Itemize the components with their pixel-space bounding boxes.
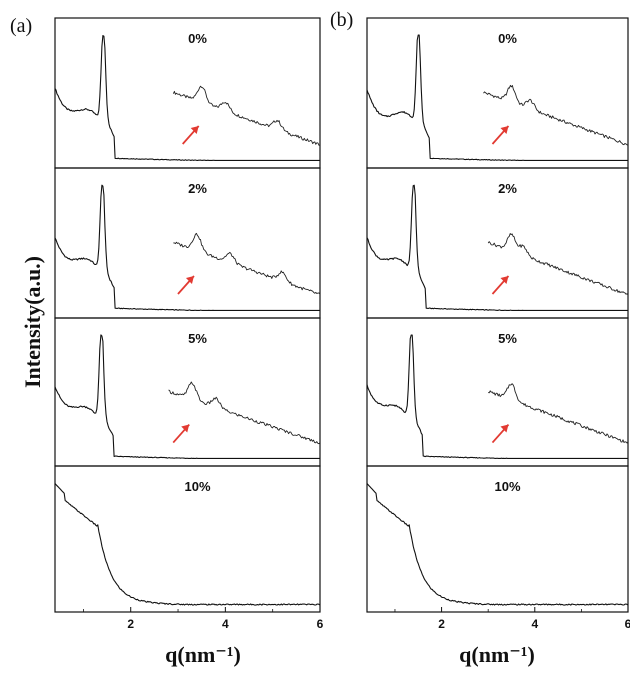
series-a-0: 0% xyxy=(54,17,321,169)
red-arrow-head-icon xyxy=(500,126,509,134)
scattering-curve xyxy=(366,334,628,459)
series-label: 5% xyxy=(188,331,207,346)
series-label: 0% xyxy=(498,31,517,46)
red-arrow-head-icon xyxy=(500,276,509,284)
panel-letter-a: (a) xyxy=(10,15,32,37)
series-a-2: 5% xyxy=(54,317,321,467)
scattering-curve xyxy=(54,35,320,161)
scattering-curve xyxy=(366,483,629,606)
series-b-3: 10% 2 4 6 xyxy=(366,465,630,631)
series-b-2: 5% xyxy=(366,317,629,467)
panel-letter-b: (b) xyxy=(330,9,353,31)
scattering-curve xyxy=(54,483,321,606)
series-label: 10% xyxy=(184,479,210,494)
red-arrow-head-icon xyxy=(185,276,194,284)
series-label: 10% xyxy=(494,479,520,494)
series-label: 2% xyxy=(498,181,517,196)
x-tick-label: 2 xyxy=(127,617,134,631)
scattering-curve xyxy=(366,34,628,161)
zoomed-curve xyxy=(172,85,321,146)
red-arrow-head-icon xyxy=(190,126,199,134)
scattering-curve xyxy=(54,184,320,311)
series-b-0: 0% xyxy=(366,17,629,169)
zoomed-curve xyxy=(168,381,321,445)
panel-frame xyxy=(366,465,629,613)
series-label: 2% xyxy=(188,181,207,196)
x-tick-label: 6 xyxy=(317,617,324,631)
x-tick-label: 4 xyxy=(531,617,538,631)
series-label: 5% xyxy=(498,331,517,346)
scattering-curve xyxy=(366,184,628,311)
series-a-3: 10% 2 4 6 xyxy=(54,465,324,631)
series-a-1: 2% xyxy=(54,167,321,319)
zoomed-curve xyxy=(483,84,629,146)
x-tick-label: 6 xyxy=(625,617,630,631)
series-b-1: 2% xyxy=(366,167,629,319)
x-axis-title-b: q(nm⁻¹) xyxy=(459,642,535,667)
red-arrow-head-icon xyxy=(500,424,509,433)
y-axis-title: Intensity(a.u.) xyxy=(20,256,45,388)
zoomed-curve xyxy=(488,383,629,444)
zoomed-curve xyxy=(173,232,321,295)
x-axis-title-a: q(nm⁻¹) xyxy=(165,642,241,667)
x-tick-label: 4 xyxy=(222,617,229,631)
panel-frame xyxy=(54,465,321,613)
series-label: 0% xyxy=(188,31,207,46)
x-tick-label: 2 xyxy=(438,617,445,631)
panels-group: 0% 2% 5% 10% 2 4 6 0% 2% 5% 10% 2 4 6 xyxy=(54,17,630,631)
red-arrow-head-icon xyxy=(181,424,190,433)
zoomed-curve xyxy=(487,233,629,296)
scattering-curve xyxy=(54,334,320,459)
